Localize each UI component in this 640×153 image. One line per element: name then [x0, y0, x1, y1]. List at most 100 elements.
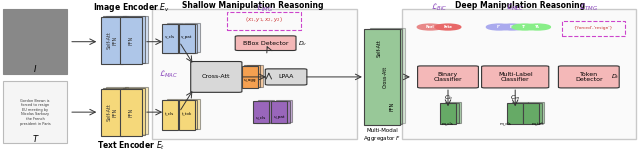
Text: Deep Manipulation Reasoning: Deep Manipulation Reasoning [454, 1, 585, 10]
Text: {'forced','resign'}: {'forced','resign'} [573, 26, 613, 30]
FancyBboxPatch shape [253, 101, 269, 123]
Text: Self-Att
FFN: Self-Att FFN [107, 103, 117, 121]
Text: $\mathcal{L}_{IMG}$: $\mathcal{L}_{IMG}$ [255, 2, 273, 14]
FancyBboxPatch shape [125, 16, 148, 63]
FancyBboxPatch shape [524, 103, 540, 124]
FancyBboxPatch shape [166, 23, 183, 52]
Text: m_tok: m_tok [531, 121, 544, 125]
FancyBboxPatch shape [123, 16, 145, 63]
FancyBboxPatch shape [265, 69, 307, 85]
FancyBboxPatch shape [365, 29, 400, 125]
Text: u_pat: u_pat [273, 115, 285, 119]
FancyBboxPatch shape [100, 17, 123, 64]
Text: Multi-Label
Classifier: Multi-Label Classifier [498, 71, 532, 82]
Text: v_pat: v_pat [181, 35, 193, 39]
Circle shape [486, 24, 512, 30]
Text: Gordon Brown is
forced to resign
EU meeting by
Nicolas Sarkozy
the French
presid: Gordon Brown is forced to resign EU meet… [20, 99, 51, 126]
Text: $(x_1, y_1, x_2, y_2)$: $(x_1, y_1, x_2, y_2)$ [246, 15, 283, 24]
FancyBboxPatch shape [166, 99, 183, 129]
Text: FFN: FFN [129, 36, 134, 45]
Text: $\mathcal{L}_{MLC}$: $\mathcal{L}_{MLC}$ [506, 2, 525, 13]
Text: Self-Att
FFN: Self-Att FFN [107, 31, 117, 49]
FancyBboxPatch shape [184, 99, 200, 129]
Text: FFN: FFN [389, 102, 394, 111]
FancyBboxPatch shape [184, 23, 200, 52]
FancyBboxPatch shape [3, 9, 67, 74]
Circle shape [417, 24, 443, 30]
FancyBboxPatch shape [510, 103, 526, 123]
FancyBboxPatch shape [103, 88, 125, 135]
Text: $D_t$: $D_t$ [611, 73, 620, 81]
Text: PA: PA [509, 25, 515, 29]
FancyBboxPatch shape [106, 88, 128, 134]
Text: v_cls: v_cls [164, 35, 175, 39]
FancyBboxPatch shape [559, 66, 620, 88]
FancyBboxPatch shape [3, 81, 67, 143]
FancyBboxPatch shape [271, 101, 287, 123]
Text: Binary
Classifier: Binary Classifier [434, 71, 462, 82]
Text: Cross-Att: Cross-Att [202, 74, 230, 79]
FancyBboxPatch shape [526, 103, 541, 123]
FancyBboxPatch shape [100, 89, 123, 136]
Text: Shallow Manipulation Reasoning: Shallow Manipulation Reasoning [182, 1, 324, 10]
Text: m_cls: m_cls [500, 121, 511, 125]
FancyBboxPatch shape [440, 103, 456, 124]
FancyBboxPatch shape [443, 103, 458, 123]
Text: TS: TS [522, 25, 527, 29]
Text: Self-Att: Self-Att [376, 39, 381, 56]
FancyBboxPatch shape [164, 100, 180, 129]
Text: u_agg: u_agg [243, 78, 256, 82]
FancyBboxPatch shape [276, 100, 292, 122]
Text: I: I [34, 65, 36, 74]
Text: t_cls: t_cls [165, 111, 174, 115]
FancyBboxPatch shape [120, 89, 143, 136]
FancyBboxPatch shape [123, 88, 145, 135]
Circle shape [525, 24, 550, 30]
FancyBboxPatch shape [179, 24, 195, 53]
Text: Cross-Att: Cross-Att [383, 66, 388, 88]
FancyBboxPatch shape [182, 100, 197, 129]
FancyBboxPatch shape [367, 29, 403, 124]
FancyBboxPatch shape [106, 16, 128, 63]
FancyBboxPatch shape [482, 66, 549, 88]
Text: Real: Real [426, 25, 435, 29]
Text: FFN: FFN [129, 108, 134, 117]
FancyBboxPatch shape [164, 24, 180, 53]
FancyBboxPatch shape [191, 62, 242, 92]
FancyBboxPatch shape [508, 103, 524, 124]
FancyBboxPatch shape [402, 9, 636, 139]
FancyBboxPatch shape [120, 17, 143, 64]
FancyBboxPatch shape [179, 100, 195, 130]
Text: Token
Detector: Token Detector [575, 71, 603, 82]
FancyBboxPatch shape [274, 101, 290, 123]
FancyBboxPatch shape [244, 65, 260, 87]
Text: $C_b$: $C_b$ [444, 93, 452, 102]
Text: Text Encoder $E_t$: Text Encoder $E_t$ [97, 140, 165, 152]
FancyBboxPatch shape [125, 88, 148, 134]
FancyBboxPatch shape [182, 24, 197, 53]
FancyBboxPatch shape [236, 36, 296, 50]
Text: $D_v$: $D_v$ [298, 39, 307, 48]
FancyBboxPatch shape [247, 65, 263, 87]
FancyBboxPatch shape [152, 9, 357, 139]
Text: t_tok: t_tok [182, 111, 192, 115]
FancyBboxPatch shape [161, 24, 178, 53]
FancyBboxPatch shape [255, 101, 272, 123]
FancyBboxPatch shape [370, 28, 405, 123]
Circle shape [435, 24, 461, 30]
FancyBboxPatch shape [242, 66, 258, 88]
Text: Multi-Modal
Aggregator $F$: Multi-Modal Aggregator $F$ [363, 128, 401, 143]
Text: T: T [33, 135, 38, 144]
Text: TA: TA [535, 25, 540, 29]
FancyBboxPatch shape [259, 100, 275, 122]
Circle shape [512, 24, 538, 30]
FancyBboxPatch shape [529, 102, 545, 123]
Text: $\mathcal{L}_{MAC}$: $\mathcal{L}_{MAC}$ [159, 69, 178, 80]
FancyBboxPatch shape [103, 16, 125, 63]
Text: $\mathcal{L}_{TMG}$: $\mathcal{L}_{TMG}$ [579, 2, 598, 13]
Text: LPAA: LPAA [278, 74, 294, 79]
FancyBboxPatch shape [161, 100, 178, 130]
Text: Image Encoder $E_v$: Image Encoder $E_v$ [93, 1, 170, 14]
Text: $C_m$: $C_m$ [510, 93, 520, 102]
Text: u_cls: u_cls [256, 115, 266, 119]
